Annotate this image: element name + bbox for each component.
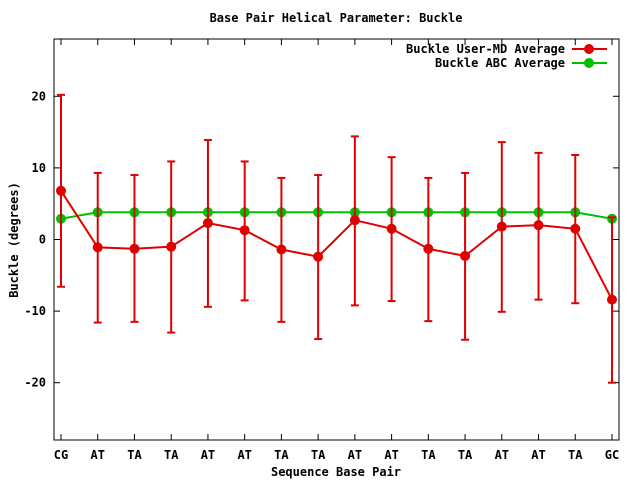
x-tick-label: TA (127, 448, 142, 462)
series-user-md (56, 93, 617, 384)
y-tick-label: 20 (32, 89, 46, 103)
legend-marker (584, 58, 594, 68)
x-axis-label: Sequence Base Pair (271, 465, 401, 479)
chart-title: Base Pair Helical Parameter: Buckle (210, 11, 463, 25)
data-point (349, 215, 360, 226)
data-point (202, 218, 213, 229)
data-point (276, 244, 287, 255)
x-tick-label: AT (384, 448, 398, 462)
data-point (239, 225, 250, 236)
data-point (533, 220, 544, 231)
y-tick-label: 10 (32, 161, 46, 175)
x-tick-label: AT (91, 448, 105, 462)
x-tick-label: TA (568, 448, 583, 462)
data-point (570, 223, 581, 234)
x-tick-label: TA (164, 448, 179, 462)
x-tick-label: AT (348, 448, 362, 462)
legend-label: Buckle ABC Average (435, 56, 565, 70)
y-tick-label: 0 (39, 233, 46, 247)
legend-marker (584, 44, 594, 54)
x-tick-label: AT (201, 448, 215, 462)
x-tick-label: AT (237, 448, 251, 462)
legend-item-abc: Buckle ABC Average (435, 56, 607, 70)
x-tick-label: TA (311, 448, 326, 462)
legend-label: Buckle User-MD Average (406, 42, 565, 56)
data-point (129, 243, 140, 254)
data-point (56, 185, 66, 196)
data-point (496, 221, 507, 232)
data-point (313, 251, 324, 262)
x-tick-label: CG (54, 448, 68, 462)
data-point (386, 223, 397, 234)
x-tick-label: TA (458, 448, 473, 462)
x-tick-label: TA (274, 448, 289, 462)
series-line (60, 211, 613, 220)
x-tick-label: AT (531, 448, 545, 462)
data-point (423, 243, 434, 254)
y-axis-label: Buckle (degrees) (7, 182, 21, 298)
y-tick-label: -20 (24, 376, 46, 390)
series-abc (56, 207, 617, 224)
x-tick-label: AT (495, 448, 509, 462)
series-line (60, 190, 613, 301)
data-point (166, 241, 177, 252)
legend-item-user-md: Buckle User-MD Average (406, 42, 607, 56)
x-tick-label: TA (421, 448, 436, 462)
y-tick-label: -10 (24, 304, 46, 318)
data-point (92, 242, 103, 253)
data-point (607, 294, 617, 305)
x-tick-label: GC (605, 448, 619, 462)
data-point (460, 250, 471, 261)
